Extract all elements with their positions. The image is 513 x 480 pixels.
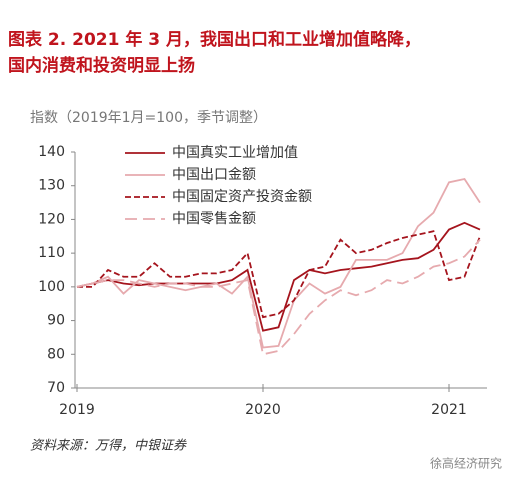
subtitle: 指数（2019年1月=100，季节调整） xyxy=(30,110,267,126)
y-tick-label: 140 xyxy=(38,144,65,160)
watermark: 徐高经济研究 xyxy=(430,456,502,471)
legend-label: 中国零售金额 xyxy=(172,211,256,227)
y-tick-label: 110 xyxy=(38,245,65,261)
source: 资料来源：万得，中银证券 xyxy=(30,439,187,454)
y-tick-label: 80 xyxy=(47,346,65,362)
x-tick-label: 2020 xyxy=(245,402,281,418)
x-tick-label: 2021 xyxy=(431,402,467,418)
y-tick-label: 130 xyxy=(38,178,65,194)
chart-title: 国内消费和投资明显上扬 xyxy=(8,55,195,76)
y-tick-label: 100 xyxy=(38,279,65,295)
x-tick-label: 2019 xyxy=(59,402,95,418)
y-tick-label: 90 xyxy=(47,313,65,329)
legend-label: 中国固定资产投资金额 xyxy=(172,189,312,205)
chart-title: 图表 2. 2021 年 3 月，我国出口和工业增加值略降， xyxy=(8,29,421,50)
y-tick-label: 120 xyxy=(38,211,65,227)
legend-label: 中国真实工业增加值 xyxy=(172,145,298,161)
y-tick-label: 70 xyxy=(47,380,65,396)
series-line xyxy=(76,221,481,332)
legend-label: 中国出口金额 xyxy=(172,167,256,183)
series-line xyxy=(77,230,481,319)
